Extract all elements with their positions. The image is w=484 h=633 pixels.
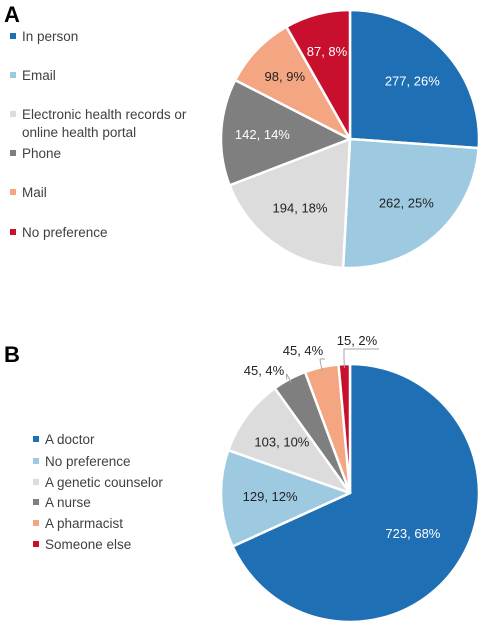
slice-label-a-pharmacist: 45, 4%	[283, 343, 324, 358]
legend-swatch-no-preference	[33, 458, 39, 464]
panel-b-pie-chart: B 723, 68% 129, 12% 103, 10% 45, 4% 45, 4% 15…	[4, 333, 481, 624]
slice-label-mail: 98, 9%	[265, 69, 306, 84]
legend-label-mail: Mail	[22, 185, 47, 200]
slice-label-email: 262, 25%	[379, 195, 434, 210]
pie-slice-phone	[219, 78, 352, 187]
legend-swatch-a-pharmacist	[33, 520, 39, 526]
pie-slice-in-person	[348, 8, 481, 150]
legend-label-a-doctor: A doctor	[45, 432, 95, 447]
legend-swatch-in-person	[10, 33, 16, 39]
legend-label-phone: Phone	[22, 146, 61, 161]
pie-slice-no-preference	[285, 8, 352, 141]
legend-swatch-a-genetic-counselor	[33, 479, 39, 485]
slice-label-no-preference: 87, 8%	[307, 44, 348, 59]
pie-slice-a-doctor	[231, 362, 481, 624]
panel-b-slices: 723, 68% 129, 12% 103, 10% 45, 4% 45, 4% 15, …	[219, 333, 481, 624]
leader-line-someone-else	[343, 348, 379, 369]
slice-label-no-preference: 129, 12%	[243, 489, 298, 504]
legend-label-email: Email	[22, 68, 56, 83]
pie-slice-electronic-health-records-or-online-health-portal	[228, 137, 352, 270]
slice-label-a-doctor: 723, 68%	[385, 526, 440, 541]
legend-swatch-email	[10, 72, 16, 78]
panel-b-legend: A doctor No preference A genetic counselor…	[33, 432, 163, 552]
legend-label-a-pharmacist: A pharmacist	[45, 516, 123, 531]
slice-label-a-nurse: 45, 4%	[244, 363, 285, 378]
legend-swatch-a-nurse	[33, 499, 39, 505]
panel-a-pie-chart: A 277, 26% 262, 25% 194, 18% 142, 14% 98, 9%…	[4, 2, 481, 270]
pie-slice-no-preference	[219, 448, 352, 548]
leader-line-a-nurse	[286, 373, 292, 383]
legend-label-electronic-health-records-or-online-health-portal: Electronic health records or	[22, 107, 187, 122]
slice-label-phone: 142, 14%	[235, 127, 290, 142]
legend-label-in-person: In person	[22, 29, 78, 44]
legend-swatch-a-doctor	[33, 436, 39, 442]
legend-label-someone-else: Someone else	[45, 537, 131, 552]
legend-label-a-nurse: A nurse	[45, 495, 91, 510]
pie-slice-email	[341, 137, 480, 270]
pie-slice-a-genetic-counselor	[227, 386, 352, 495]
panel-b-label: B	[4, 342, 20, 367]
slice-label-in-person: 277, 26%	[385, 74, 440, 89]
panel-a-slices: 277, 26% 262, 25% 194, 18% 142, 14% 98, 9%87…	[219, 8, 481, 270]
panel-a-label: A	[4, 2, 20, 27]
panel-a-legend: In person Email Electronic health records …	[10, 29, 187, 240]
legend-swatch-no-preference	[10, 229, 16, 235]
slice-label-someone-else: 15, 2%	[337, 333, 378, 348]
legend-label-no-preference: No preference	[22, 225, 108, 240]
legend-label-no-preference: No preference	[45, 454, 131, 469]
legend-swatch-electronic-health-records-or-online-health-portal	[10, 111, 16, 117]
slice-label-a-genetic-counselor: 103, 10%	[254, 434, 309, 449]
slice-label-electronic-health-records-or-online-health-portal: 194, 18%	[273, 200, 328, 215]
legend-swatch-someone-else	[33, 541, 39, 547]
legend-swatch-mail	[10, 189, 16, 195]
legend-swatch-phone	[10, 150, 16, 156]
leader-line-a-pharmacist	[319, 358, 325, 372]
legend-label-a-genetic-counselor: A genetic counselor	[45, 475, 163, 490]
legend-label-electronic-health-records-or-online-health-portal-line2: online health portal	[22, 125, 136, 140]
